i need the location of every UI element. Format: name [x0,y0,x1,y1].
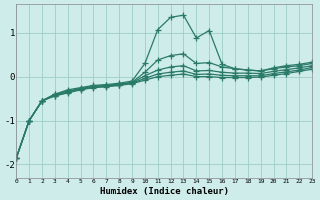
X-axis label: Humidex (Indice chaleur): Humidex (Indice chaleur) [100,187,229,196]
